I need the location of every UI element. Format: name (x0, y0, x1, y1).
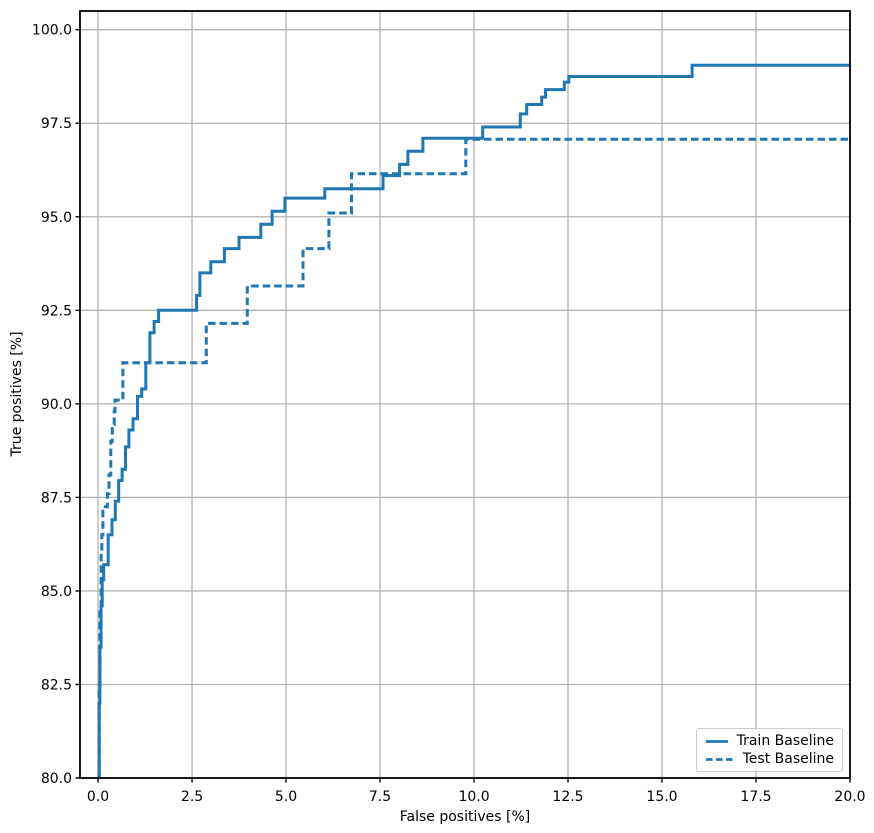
x-tick-label: 0.0 (87, 789, 109, 805)
x-tick-label: 2.5 (181, 789, 203, 805)
legend-entry-train: Train Baseline (705, 733, 834, 749)
x-tick-label: 17.5 (740, 789, 771, 805)
legend-label-train: Train Baseline (736, 733, 834, 749)
legend-entry-test: Test Baseline (705, 751, 834, 767)
x-tick-label: 15.0 (646, 789, 677, 805)
gridlines (80, 11, 851, 779)
y-tick-label: 82.5 (41, 677, 72, 693)
test-line-sample (706, 757, 734, 761)
curves (97, 63, 850, 778)
x-axis-label: False positives [%] (400, 809, 530, 825)
x-tick-label: 7.5 (369, 789, 391, 805)
legend-label-test: Test Baseline (742, 751, 834, 767)
x-tick-label: 12.5 (552, 789, 583, 805)
x-tick-label: 5.0 (275, 789, 297, 805)
y-tick-label: 100.0 (32, 23, 72, 39)
x-tick-label: 10.0 (458, 789, 489, 805)
y-tick-label: 85.0 (41, 584, 72, 600)
train-line-sample (706, 739, 728, 743)
legend: Train Baseline Test Baseline (696, 728, 843, 772)
axis-ticks (75, 29, 851, 783)
train-curve (97, 63, 850, 778)
y-tick-label: 92.5 (41, 303, 72, 319)
test-curve (97, 137, 850, 778)
y-tick-label: 95.0 (41, 210, 72, 226)
y-tick-label: 87.5 (41, 490, 72, 506)
y-axis-label: True positives [%] (9, 331, 25, 457)
y-tick-label: 97.5 (41, 116, 72, 132)
tick-labels: 0.0 2.5 5.0 7.5 10.0 12.5 15.0 17.5 20.0 80.0 82.5… (32, 23, 866, 805)
axes-frame (79, 10, 851, 779)
x-tick-label: 20.0 (834, 789, 865, 805)
y-tick-label: 80.0 (41, 771, 72, 787)
y-tick-label: 90.0 (41, 397, 72, 413)
